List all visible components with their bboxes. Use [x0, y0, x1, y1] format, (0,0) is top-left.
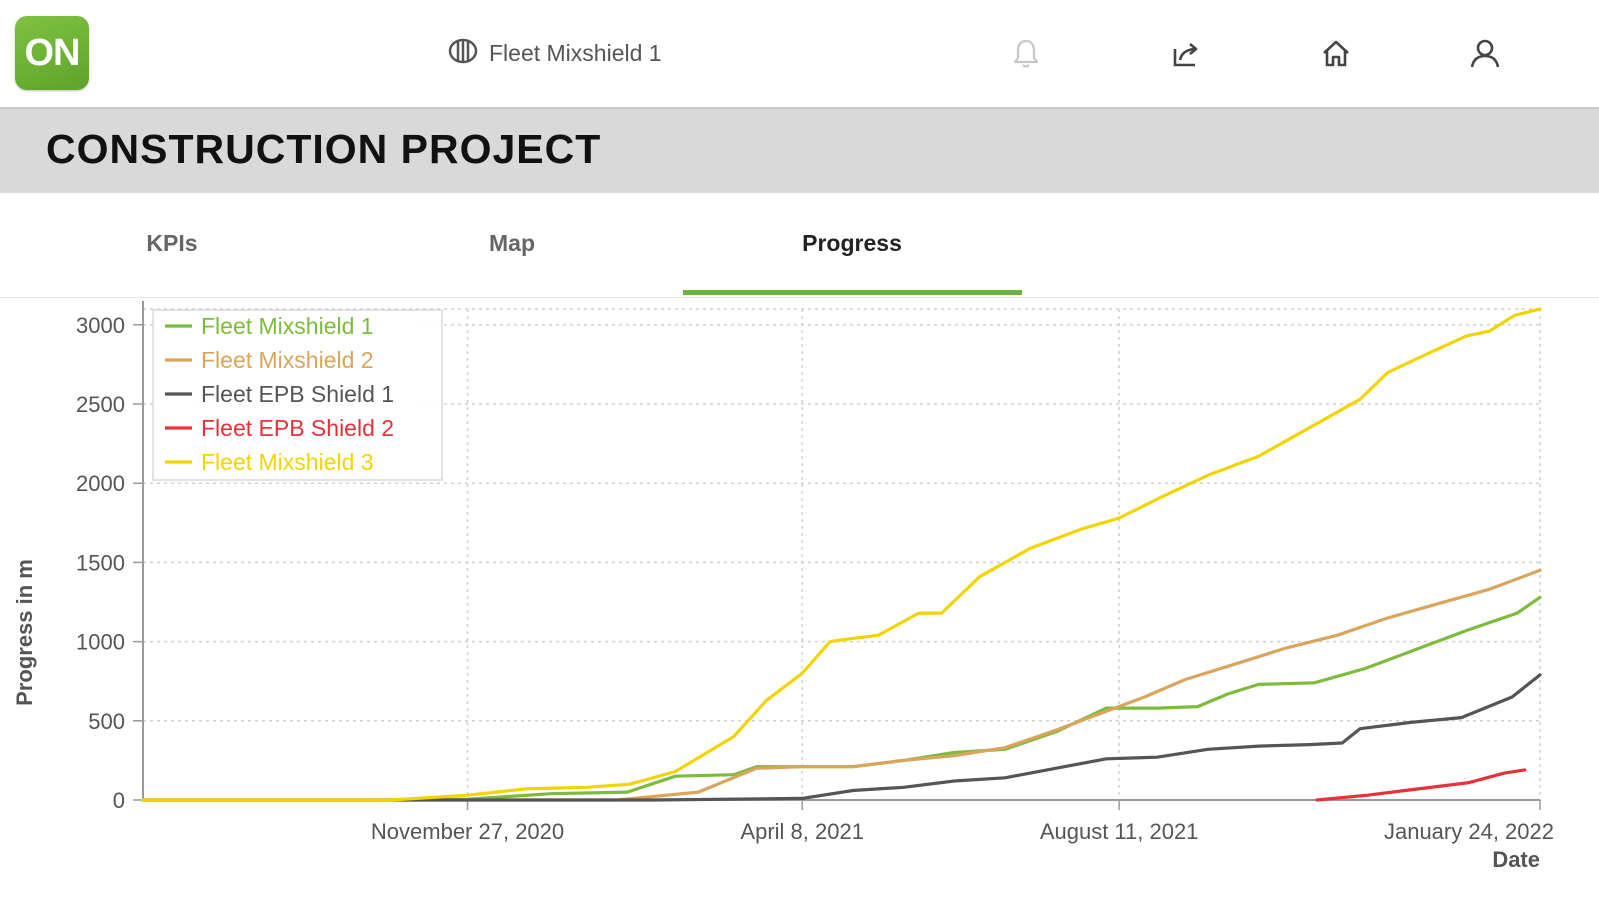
y-axis-title: Progress in m: [12, 559, 37, 706]
tab-progress[interactable]: Progress: [802, 229, 902, 256]
series-line-2: [141, 568, 1542, 802]
y-tick-label: 0: [113, 788, 125, 813]
x-tick-label: January 24, 2022: [1384, 819, 1554, 844]
device-name: Fleet Mixshield 1: [489, 39, 662, 66]
tab-kpis[interactable]: KPIs: [146, 229, 198, 256]
home-icon[interactable]: [1316, 34, 1356, 74]
legend-entry: Fleet Mixshield 1: [201, 313, 374, 339]
legend-entry: Fleet EPB Shield 2: [201, 415, 394, 441]
y-tick-label: 500: [88, 709, 125, 734]
legend-entry: Fleet Mixshield 2: [201, 347, 374, 373]
chart-legend: [152, 309, 443, 481]
x-axis-title: Date: [1492, 847, 1540, 872]
x-tick-label: August 11, 2021: [1040, 819, 1199, 844]
series-line-5: [141, 307, 1542, 802]
page-title: CONSTRUCTION PROJECT: [46, 126, 602, 172]
active-tab-indicator: [683, 290, 1022, 295]
y-tick-label: 2000: [76, 471, 125, 496]
tab-bar: KPIs Map Progress: [0, 193, 1599, 298]
logo-text: ON: [24, 31, 81, 74]
x-tick-label: April 8, 2021: [740, 819, 864, 844]
y-tick-label: 1500: [76, 550, 125, 575]
tab-map[interactable]: Map: [489, 229, 535, 256]
user-icon[interactable]: [1465, 34, 1505, 74]
bell-icon[interactable]: [1006, 34, 1046, 74]
share-icon[interactable]: [1166, 34, 1206, 74]
legend-entry: Fleet EPB Shield 1: [201, 381, 394, 407]
brand-logo[interactable]: ON: [15, 16, 89, 90]
y-tick-label: 1000: [76, 630, 125, 655]
series-line-1: [141, 595, 1542, 802]
legend-entry: Fleet Mixshield 3: [201, 449, 374, 475]
series-line-3: [141, 673, 1542, 802]
y-tick-label: 2500: [76, 392, 125, 417]
project-header: CONSTRUCTION PROJECT: [0, 109, 1599, 193]
top-bar: ON Fleet Mixshield 1: [0, 0, 1599, 109]
progress-chart: 0 500 1000 1500 2000 2500 3000 November 27, 202…: [12, 301, 1554, 872]
device-selector[interactable]: Fleet Mixshield 1: [447, 36, 662, 70]
y-tick-label: 3000: [76, 313, 125, 338]
series-line-4: [1315, 768, 1527, 802]
fleet-icon: [447, 35, 479, 72]
x-tick-label: November 27, 2020: [371, 819, 564, 844]
